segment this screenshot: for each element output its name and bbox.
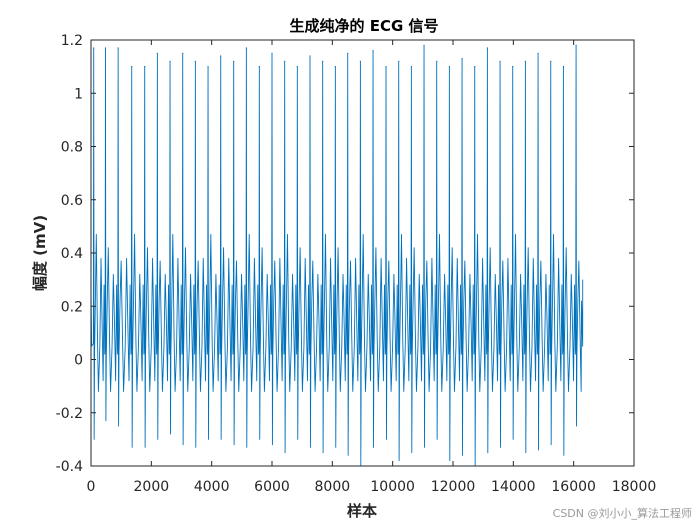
y-tick-label: 0.6 [61,193,83,209]
x-tick-label: 8000 [315,479,351,495]
r-peak-point [410,66,412,68]
r-peak-point [284,60,286,62]
r-peak-point [169,60,171,62]
r-peak-point [220,55,222,57]
r-peak-point [347,52,349,54]
r-peak-point [322,60,324,62]
r-peak-point [575,44,577,46]
y-tick-label: 1 [74,86,83,102]
y-tick-label: 0.8 [61,140,83,156]
r-peak-point [436,60,438,62]
x-tick-label: 2000 [134,479,170,495]
r-peak-point [372,50,374,52]
r-peak-point [245,47,247,49]
y-tick-label: -0.2 [56,406,83,422]
r-peak-point [537,52,539,54]
r-peak-point [156,52,158,54]
r-peak-point [207,66,209,68]
x-tick-label: 16000 [551,479,596,495]
x-tick-label: 0 [87,479,96,495]
y-axis-label: 幅度 (mV) [31,215,49,291]
r-peak-point [93,47,95,49]
x-tick-label: 10000 [370,479,415,495]
y-tick-label: -0.4 [56,459,83,475]
y-tick-label: 1.2 [61,33,83,49]
r-peak-point [385,66,387,68]
chart-title: 生成纯净的 ECG 信号 [289,17,438,35]
r-peak-point [562,66,565,68]
x-tick-label: 14000 [491,479,536,495]
r-peak-point [334,66,336,68]
r-peak-point [423,44,425,46]
r-peak-point [524,60,527,62]
r-peak-point [233,60,235,62]
x-tick-label: 18000 [612,479,657,495]
r-peak-point [550,60,552,62]
r-peak-marks [93,44,577,68]
plot-area [90,44,584,467]
r-peak-point [104,47,107,49]
r-peak-point [131,66,133,68]
x-tick-label: 12000 [431,479,476,495]
r-peak-point [271,52,273,54]
r-peak-point [194,60,196,62]
watermark: CSDN @刘小小_算法工程师 [552,507,692,520]
y-tick-label: 0.2 [61,299,83,315]
r-peak-point [512,66,514,68]
x-tick-label: 6000 [254,479,290,495]
r-peak-point [448,66,450,68]
r-peak-point [486,47,488,49]
r-peak-point [499,60,501,62]
r-peak-point [474,66,476,68]
ecg-signal-line [90,44,584,467]
x-axis-ticks: 0 2000 4000 6000 8000 10000 12000 14000 16000 180… [87,40,657,495]
r-peak-point [296,66,298,68]
r-peak-point [117,47,119,49]
r-peak-point [144,66,146,68]
r-peak-point [309,55,311,57]
y-tick-label: 0.4 [61,246,83,262]
r-peak-point [398,60,400,62]
x-axis-label: 样本 [347,502,377,520]
y-axis-ticks: -0.4 -0.2 0 0.2 0.4 0.6 0.8 1 1.2 [56,33,634,475]
x-tick-label: 4000 [194,479,230,495]
r-peak-point [359,60,361,62]
r-peak-point [258,66,260,68]
r-peak-point [461,58,463,60]
r-peak-point [182,52,184,54]
y-tick-label: 0 [74,353,83,369]
